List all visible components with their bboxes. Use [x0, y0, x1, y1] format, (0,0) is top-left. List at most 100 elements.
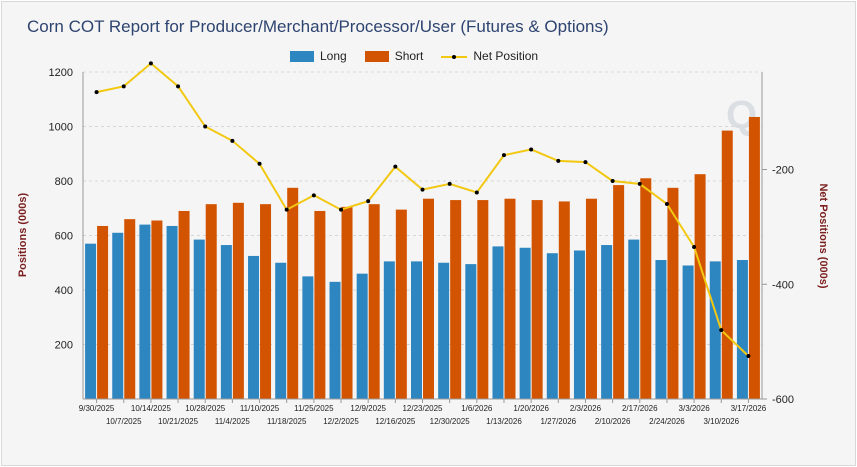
bar-short	[368, 204, 380, 399]
y2-axis-title: Net Positions (000s)	[817, 183, 829, 288]
x-tick-label: 2/10/2026	[595, 417, 631, 426]
net-position-point	[637, 181, 642, 186]
x-tick-label: 1/13/2026	[486, 417, 522, 426]
net-position-point	[257, 161, 262, 166]
y2-tick-label: -600	[772, 394, 794, 406]
x-tick-label: 3/10/2026	[703, 417, 739, 426]
bar-short	[667, 187, 679, 399]
net-position-point	[583, 160, 588, 165]
y-tick-label: 200	[55, 340, 73, 352]
x-tick-label: 2/17/2026	[622, 404, 658, 413]
x-tick-label: 2/24/2026	[649, 417, 685, 426]
bar-short	[287, 187, 299, 399]
chart-legend: Long Short Net Position	[290, 47, 556, 65]
bar-long	[709, 261, 721, 399]
x-tick-label: 11/4/2025	[215, 417, 251, 426]
x-tick-label: 11/18/2025	[267, 417, 307, 426]
bar-long	[112, 232, 124, 399]
x-tick-label: 12/23/2025	[402, 404, 443, 413]
bar-long	[383, 261, 395, 399]
net-position-point	[230, 138, 235, 143]
x-tick-label: 12/16/2025	[375, 417, 416, 426]
bar-long	[329, 281, 341, 399]
x-tick-label: 12/2/2025	[323, 417, 359, 426]
net-position-point	[719, 328, 724, 333]
bar-long	[438, 262, 450, 399]
net-position-point	[692, 244, 697, 249]
bar-short	[232, 202, 244, 399]
x-tick-label: 10/14/2025	[131, 404, 172, 413]
x-tick-label: 1/6/2026	[461, 404, 493, 413]
bar-short	[640, 178, 652, 399]
legend-item-net-position[interactable]: Net Position	[441, 49, 538, 63]
bar-short	[558, 201, 570, 399]
net-position-point	[664, 201, 669, 206]
net-position-point	[474, 190, 479, 195]
legend-swatch-long	[290, 50, 314, 62]
bar-short	[585, 198, 597, 399]
bar-short	[477, 200, 489, 399]
bar-short	[450, 200, 462, 399]
bar-long	[411, 261, 422, 399]
net-position-point	[393, 164, 398, 169]
net-position-point	[94, 90, 99, 95]
bar-long	[492, 246, 504, 399]
y-axis-title: Positions (000s)	[17, 192, 29, 277]
bar-long	[628, 239, 640, 399]
bar-short	[314, 210, 326, 399]
y-tick-label: 800	[55, 176, 73, 188]
bar-short	[613, 185, 625, 399]
net-position-point	[529, 147, 534, 152]
bar-long	[601, 245, 613, 399]
bar-long	[193, 239, 205, 399]
legend-swatch-short	[364, 50, 389, 62]
legend-label-long: Long	[320, 49, 347, 63]
bar-long	[519, 247, 531, 399]
bar-long	[546, 253, 558, 399]
x-tick-label: 10/21/2025	[158, 417, 199, 426]
bar-long	[220, 245, 232, 399]
x-tick-label: 11/25/2025	[294, 404, 334, 413]
bar-long	[655, 260, 667, 399]
net-position-point	[284, 207, 289, 212]
y-tick-label: 600	[55, 231, 73, 243]
bar-short	[721, 130, 733, 399]
legend-swatch-net-position	[441, 51, 468, 62]
x-tick-label: 1/27/2026	[541, 417, 577, 426]
x-tick-label: 9/30/2025	[79, 404, 115, 413]
bar-short	[124, 219, 136, 399]
y-tick-label: 400	[55, 285, 73, 297]
legend-label-net-position: Net Position	[473, 49, 539, 63]
net-position-point	[556, 158, 561, 163]
bar-short	[97, 225, 109, 399]
bar-short	[178, 210, 190, 399]
bar-short	[260, 204, 272, 399]
bar-long	[465, 264, 477, 399]
bar-short	[504, 198, 516, 399]
bar-short	[694, 174, 706, 399]
legend-item-short[interactable]: Short	[364, 49, 423, 63]
bar-long	[248, 255, 260, 399]
bar-long	[139, 224, 151, 399]
net-position-point	[501, 153, 506, 158]
net-position-point	[121, 84, 126, 89]
net-position-point	[176, 84, 181, 89]
net-position-point	[311, 193, 316, 198]
y2-tick-label: -400	[772, 279, 794, 291]
net-position-point	[148, 61, 153, 66]
x-tick-label: 1/20/2026	[513, 404, 549, 413]
bar-short	[423, 198, 434, 399]
net-position-point	[203, 124, 208, 129]
bar-short	[395, 209, 407, 399]
x-tick-label: 3/3/2026	[679, 404, 711, 413]
chart-title: Corn COT Report for Producer/Merchant/Pr…	[27, 17, 609, 36]
net-position-point	[610, 179, 615, 183]
bar-short	[748, 116, 760, 400]
bar-long	[85, 243, 97, 399]
bar-short	[205, 204, 217, 399]
legend-item-long[interactable]: Long	[290, 49, 347, 63]
x-tick-label: 11/10/2025	[240, 404, 280, 413]
net-position-point	[366, 199, 371, 204]
bar-long	[682, 265, 694, 399]
